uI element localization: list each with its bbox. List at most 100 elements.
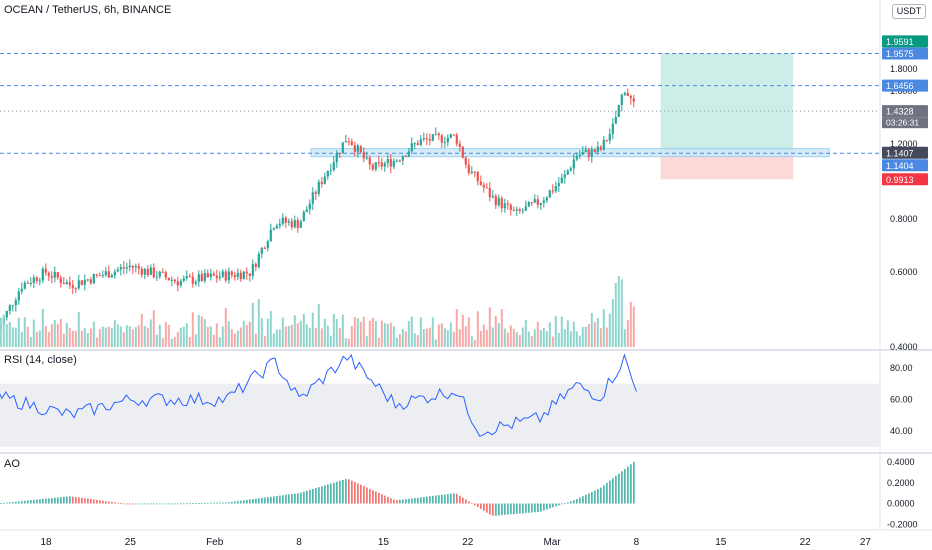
candle-body — [626, 92, 629, 96]
volume-bar — [17, 317, 20, 347]
ao-bar — [159, 503, 161, 505]
ao-bar — [528, 503, 530, 513]
ao-bar — [249, 499, 251, 504]
ao-bar — [357, 483, 359, 504]
candle-body — [533, 199, 536, 203]
volume-bar — [299, 320, 302, 347]
candle-body — [479, 181, 482, 185]
volume-bar — [461, 314, 464, 347]
ao-bar — [330, 483, 332, 504]
candle-body — [113, 271, 116, 276]
volume-bar — [44, 326, 47, 347]
candle-body — [356, 145, 359, 152]
time-tick: 22 — [462, 537, 474, 548]
ao-bar — [78, 497, 80, 504]
candle-body — [290, 221, 293, 228]
ao-bar — [45, 498, 47, 504]
ao-bar — [621, 471, 623, 504]
volume-bar — [104, 327, 107, 347]
volume-bar — [596, 318, 599, 347]
candle-body — [185, 276, 188, 279]
ao-bar — [405, 499, 407, 504]
ao-bar — [372, 490, 374, 504]
volume-bar — [359, 322, 362, 347]
ao-bar — [363, 486, 365, 504]
candle-body — [107, 271, 110, 278]
ao-bar — [627, 466, 629, 504]
volume-bar — [512, 328, 515, 347]
ao-bar — [351, 480, 353, 504]
candle-body — [347, 141, 350, 143]
ao-bar — [609, 480, 611, 504]
ao-bar — [345, 479, 347, 504]
ao-bar — [300, 492, 302, 504]
ao-bar — [459, 495, 461, 504]
volume-bar — [443, 328, 446, 347]
candle-body — [23, 282, 26, 289]
volume-bar — [158, 324, 161, 347]
candle-body — [470, 171, 473, 173]
volume-bar — [599, 328, 602, 347]
volume-bar — [623, 329, 626, 347]
volume-bar — [497, 323, 500, 347]
ao-bar — [477, 503, 479, 508]
ao-bar — [198, 503, 200, 504]
ao-bar — [522, 503, 524, 514]
ao-bar — [324, 485, 326, 504]
ao-bar — [624, 468, 626, 504]
volume-bar — [296, 323, 299, 347]
ao-bar — [618, 473, 620, 504]
ao-bar — [183, 503, 185, 505]
candle-body — [146, 268, 149, 275]
currency-button[interactable]: USDT — [892, 4, 926, 19]
rsi-band — [0, 383, 880, 447]
ao-bar — [576, 499, 578, 504]
volume-bar — [482, 324, 485, 347]
ao-bar — [84, 498, 86, 504]
volume-bar — [530, 336, 533, 347]
volume-bar — [131, 329, 134, 347]
ao-bar — [573, 500, 575, 504]
candle-body — [377, 162, 380, 164]
candle-body — [59, 277, 62, 284]
volume-bar — [59, 319, 62, 347]
volume-bar — [392, 326, 395, 347]
rsi-line — [0, 353, 637, 438]
candle-body — [326, 171, 329, 177]
candle-body — [278, 223, 281, 226]
candle-body — [599, 146, 602, 150]
volume-bar — [164, 322, 167, 347]
ao-bar — [510, 503, 512, 515]
volume-bar — [26, 326, 29, 347]
volume-bar — [455, 309, 458, 347]
candle-body — [83, 279, 86, 285]
candle-body — [446, 137, 449, 143]
candle-body — [257, 253, 260, 268]
candle-body — [530, 202, 533, 204]
line-price-label-top-bg — [882, 47, 928, 60]
candle-body — [587, 149, 590, 157]
volume-bar — [608, 313, 611, 347]
volume-bar — [284, 326, 287, 347]
long-target-zone — [660, 53, 794, 154]
candle-body — [20, 288, 23, 292]
candle-body — [413, 143, 416, 145]
candle-body — [104, 271, 107, 276]
ao-bar — [108, 501, 110, 504]
ao-bar — [216, 502, 218, 504]
ao-bar — [534, 503, 536, 513]
candle-body — [410, 143, 413, 152]
candle-body — [173, 279, 176, 282]
volume-bar — [590, 312, 593, 347]
volume-bar — [374, 320, 377, 347]
volume-bar — [431, 317, 434, 347]
volume-bar — [350, 326, 353, 347]
volume-bar — [581, 326, 584, 347]
ao-bar — [615, 475, 617, 504]
volume-bar — [86, 333, 89, 347]
ao-bar — [408, 498, 410, 504]
candle-body — [269, 229, 272, 242]
ao-bar — [555, 503, 557, 507]
volume-bar — [80, 330, 83, 347]
